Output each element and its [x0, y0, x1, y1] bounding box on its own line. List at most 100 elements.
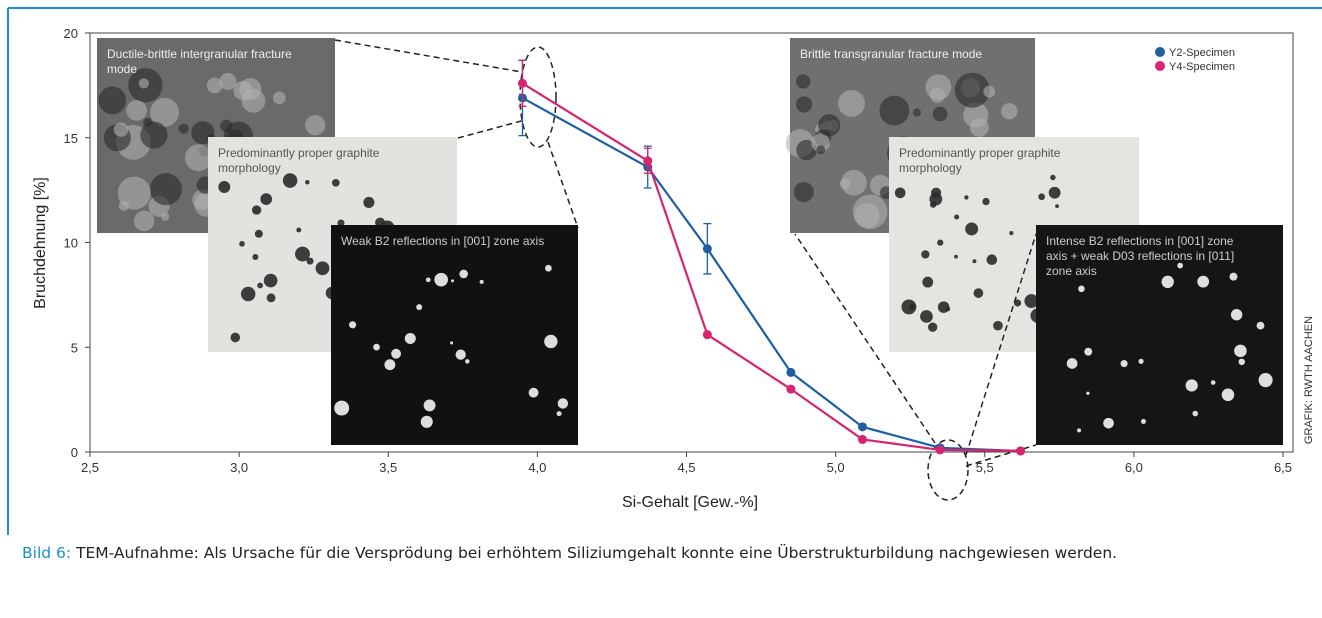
inset-texture [426, 277, 431, 282]
inset-texture [230, 333, 240, 343]
inset-texture [391, 349, 401, 359]
inset-texture [933, 107, 948, 122]
inset-texture [1067, 358, 1078, 369]
inset-texture [1141, 419, 1146, 424]
inset-image [331, 225, 578, 445]
inset-texture [954, 255, 958, 259]
inset-texture [1049, 187, 1061, 199]
inset-texture [405, 333, 416, 344]
inset-texture [126, 100, 147, 121]
inset-texture [954, 215, 959, 220]
inset-texture [1086, 392, 1089, 395]
inset-texture [424, 399, 436, 411]
inset-texture [480, 280, 484, 284]
inset-texture [307, 258, 314, 265]
inset-texture [930, 88, 945, 103]
inset-texture [465, 359, 469, 363]
inset-texture [895, 187, 906, 198]
x-tick-label: 2,5 [81, 460, 99, 475]
inset-texture [296, 227, 301, 232]
inset-texture [983, 86, 995, 98]
inset-texture [1197, 276, 1209, 288]
inset-texture [252, 254, 258, 260]
inset-texture [273, 92, 286, 105]
inset-texture [818, 114, 840, 136]
inset-texture [1229, 273, 1237, 281]
inset-texture [972, 259, 976, 263]
inset-texture [929, 193, 942, 206]
inset-texture [207, 78, 223, 94]
inset-texture [233, 81, 252, 100]
inset-texture [1192, 411, 1198, 417]
inset-texture [965, 222, 978, 235]
x-tick-label: 5,5 [976, 460, 994, 475]
x-tick-label: 3,0 [230, 460, 248, 475]
inset-texture [544, 335, 557, 348]
inset-texture [922, 277, 933, 288]
point [703, 244, 712, 253]
inset-texture [373, 344, 380, 351]
inset-texture [450, 341, 453, 344]
inset-texture [1038, 193, 1045, 200]
inset-texture [451, 279, 454, 282]
inset-texture [384, 359, 395, 370]
inset-texture [1177, 263, 1183, 269]
y-tick-label: 5 [71, 340, 78, 355]
x-tick-label: 4,5 [677, 460, 695, 475]
inset-texture [1222, 389, 1235, 402]
inset-texture [161, 213, 169, 221]
inset-texture [1259, 373, 1273, 387]
inset-texture [239, 241, 245, 247]
inset-texture [283, 173, 298, 188]
inset-texture [974, 288, 984, 298]
inset-texture [1084, 348, 1092, 356]
inset-texture [937, 240, 943, 246]
inset-texture [1001, 103, 1017, 119]
inset-texture [1138, 359, 1143, 364]
point [858, 422, 867, 431]
inset-texture [558, 398, 568, 408]
inset-texture [982, 198, 989, 205]
inset-texture [853, 194, 888, 229]
inset-texture [987, 254, 998, 265]
point [518, 79, 527, 88]
inset-texture [179, 124, 189, 134]
x-tick-label: 6,5 [1274, 460, 1292, 475]
x-tick-label: 6,0 [1125, 460, 1143, 475]
point [786, 385, 795, 394]
inset-texture [921, 250, 929, 258]
legend-label: Y4-Specimen [1169, 61, 1235, 73]
inset-texture [150, 173, 182, 205]
caption-lead: Bild 6: [22, 544, 71, 562]
y-tick-label: 20 [64, 26, 78, 41]
page: Ductile-brittle intergranular fracturemo… [0, 0, 1322, 618]
inset-texture [416, 304, 422, 310]
inset-texture [305, 180, 310, 185]
inset-caption: Weak B2 reflections in [001] zone axis [341, 234, 544, 248]
inset-texture [252, 205, 261, 214]
point [786, 368, 795, 377]
inset-texture [557, 411, 562, 416]
inset-texture [257, 283, 263, 289]
inset-texture [1077, 428, 1081, 432]
inset-texture [434, 273, 448, 287]
inset-texture [185, 144, 212, 171]
legend-marker [1155, 47, 1165, 57]
point [1016, 446, 1025, 455]
x-axis-label: Si-Gehalt [Gew.-%] [622, 494, 758, 511]
inset-texture [98, 86, 126, 114]
inset-texture [140, 121, 167, 148]
caption-text: TEM-Aufnahme: Als Ursache für die Verspr… [76, 544, 1117, 562]
x-tick-label: 3,5 [379, 460, 397, 475]
inset-texture [1257, 322, 1265, 330]
inset-texture [456, 349, 466, 359]
inset-texture [1162, 276, 1174, 288]
inset-texture [1009, 231, 1013, 235]
inset-texture [1234, 345, 1247, 358]
inset-texture [1078, 286, 1085, 293]
inset-texture [796, 96, 812, 112]
inset-texture [841, 170, 867, 196]
inset-texture [264, 274, 278, 288]
inset-texture [970, 118, 989, 137]
